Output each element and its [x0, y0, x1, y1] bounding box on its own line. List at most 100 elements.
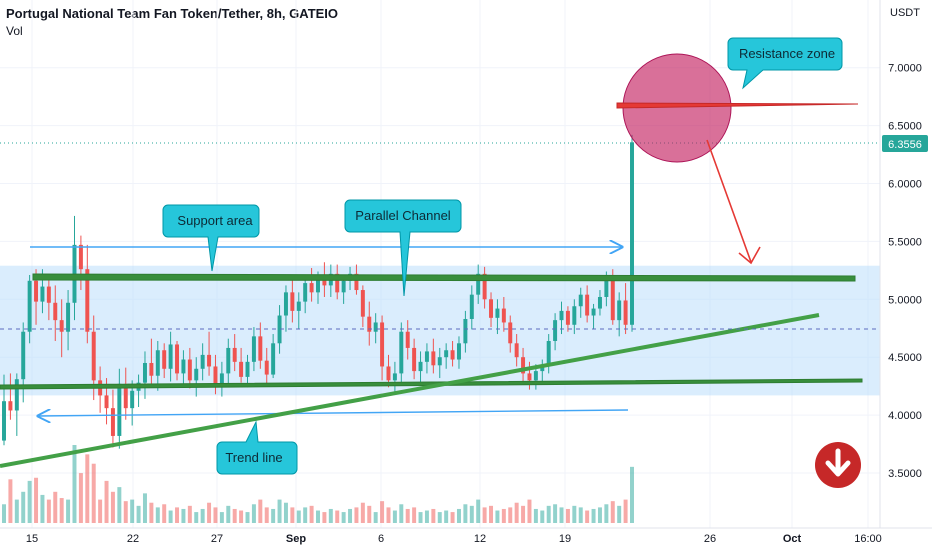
volume-bar — [245, 512, 250, 523]
volume-bar — [290, 507, 295, 523]
candle-body — [610, 280, 615, 321]
channel-bottom-line — [0, 378, 863, 390]
volume-bar — [521, 505, 526, 523]
volume-bar — [572, 505, 577, 523]
candle-body — [66, 302, 71, 332]
volume-bar — [380, 501, 385, 523]
vertical-grid — [31, 0, 869, 528]
volume-bar — [72, 445, 77, 523]
volume-bar — [264, 507, 269, 523]
candle-body — [405, 331, 410, 348]
volume-bar — [399, 504, 404, 523]
channel-callout-label: Parallel Channel — [355, 208, 451, 223]
candle-body — [335, 273, 340, 293]
candle-body — [21, 331, 26, 380]
volume-bar — [328, 508, 333, 523]
candle-body — [296, 301, 301, 311]
candle-body — [482, 273, 487, 300]
volume-bar — [200, 508, 205, 523]
candle-body — [316, 278, 320, 293]
volume-bar — [239, 510, 244, 523]
volume-bar — [187, 505, 192, 523]
candle-body — [264, 360, 269, 375]
support-callout-label: Support area — [177, 213, 253, 228]
candle-body — [585, 294, 590, 316]
candle-body — [149, 362, 154, 376]
resistance-callout-label: Resistance zone — [739, 46, 835, 61]
volume-bar — [213, 507, 218, 523]
volume-bar — [540, 510, 545, 523]
time-tick-label: 6 — [378, 533, 384, 545]
volume-bar — [181, 508, 186, 523]
arrow-down-icon — [815, 442, 861, 488]
last-price-tag: 6.3556 — [882, 135, 928, 152]
candle-body — [322, 278, 327, 286]
time-tick-label: 26 — [704, 533, 716, 545]
candle-body — [78, 244, 83, 270]
candle-body — [597, 296, 602, 309]
candle-body — [283, 292, 288, 316]
candle-body — [27, 280, 32, 332]
lower-arrow-line — [38, 410, 629, 416]
candle-body — [591, 308, 596, 316]
currency-label: USDT — [890, 7, 920, 19]
time-tick-label: 27 — [211, 533, 223, 545]
price-tick-label: 5.0000 — [888, 294, 922, 306]
candle-body — [495, 308, 500, 318]
volume-bar — [8, 479, 13, 523]
candle-body — [8, 401, 13, 411]
time-tick-label: 15 — [26, 533, 38, 545]
volume-bar — [130, 499, 135, 523]
volume-bar — [559, 507, 564, 523]
volume-bar — [424, 510, 429, 523]
volume-bar — [136, 505, 141, 523]
candle-body — [168, 344, 173, 369]
volume-bar — [27, 480, 32, 523]
volume-bar — [175, 507, 180, 523]
candle-body — [367, 316, 372, 332]
candle-body — [533, 371, 538, 381]
bearish-projection-arrowhead — [738, 246, 761, 265]
candle-body — [431, 351, 436, 366]
volume-bar — [271, 508, 276, 523]
volume-bar — [322, 512, 327, 523]
candle-body — [207, 354, 212, 367]
candle-body — [572, 306, 577, 325]
price-tick-label: 3.5000 — [888, 468, 922, 480]
price-tick-label: 6.5000 — [888, 121, 922, 133]
candle-body — [290, 292, 295, 311]
volume-bar — [392, 510, 397, 523]
volume-bar — [418, 512, 423, 523]
volume-bar — [251, 504, 256, 523]
candle-body — [213, 366, 218, 385]
candle-body — [59, 320, 64, 332]
candle-body — [360, 290, 365, 317]
volume-bar — [123, 501, 128, 523]
channel-callout: Parallel Channel — [344, 199, 462, 297]
candle-body — [110, 408, 115, 436]
volume-bar — [34, 477, 39, 523]
resistance-level-line — [616, 102, 859, 109]
candle-body — [354, 273, 359, 291]
volume-bar — [104, 480, 109, 523]
candle-body — [437, 357, 442, 366]
volume-bar — [194, 512, 199, 523]
volume-bar — [597, 507, 602, 523]
volume-bar — [444, 510, 449, 523]
volume-bar — [482, 507, 487, 523]
volume-bar — [565, 508, 570, 523]
candle-body — [251, 336, 256, 362]
volume-bar — [546, 505, 551, 523]
candle-body — [303, 283, 308, 302]
candle-body — [181, 359, 186, 374]
candle-body — [175, 344, 180, 374]
candle-body — [200, 354, 205, 369]
volume-bar — [142, 493, 147, 523]
candle-body — [476, 273, 481, 295]
volume-bar — [91, 463, 96, 523]
volume-bar — [66, 499, 71, 523]
candle-body — [373, 322, 378, 332]
volume-bar — [53, 491, 58, 523]
volume-bars — [2, 445, 634, 523]
